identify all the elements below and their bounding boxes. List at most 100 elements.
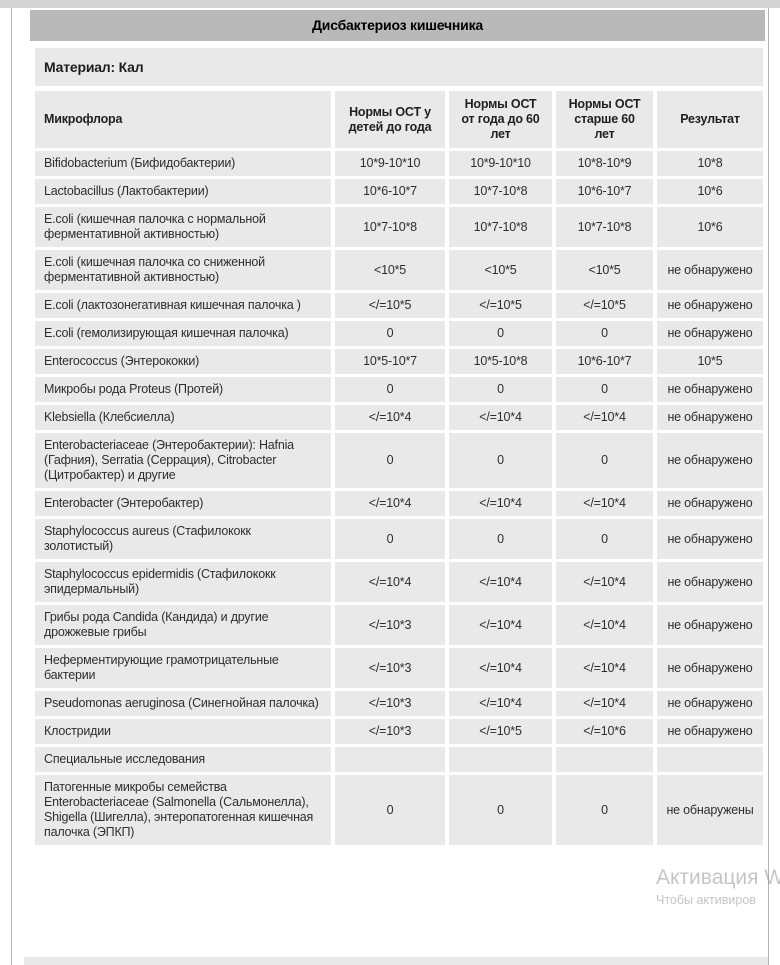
cell-norm-1-to-60: </=10*4 (449, 562, 552, 602)
cell-norm-children-under-1: 0 (335, 377, 445, 402)
cell-result: не обнаружены (657, 775, 763, 845)
cell-result: не обнаружено (657, 719, 763, 744)
cell-result: не обнаружено (657, 321, 763, 346)
cell-result: не обнаружено (657, 691, 763, 716)
material-label: Материал: Кал (35, 48, 763, 86)
table-row: Enterobacter (Энтеробактер) </=10*4 </=10*… (35, 491, 763, 516)
cell-norm-over-60: 0 (556, 321, 653, 346)
table-row: Грибы рода Candida (Кандида) и другие др… (35, 605, 763, 645)
cell-microflora: Специальные исследования (35, 747, 331, 772)
cell-microflora: Enterobacteriaceae (Энтеробактерии): Haf… (35, 433, 331, 488)
cell-norm-over-60: 10*6-10*7 (556, 179, 653, 204)
header-norm-1-to-60: Нормы ОСТ от года до 60 лет (449, 91, 552, 148)
cell-norm-over-60: 10*8-10*9 (556, 151, 653, 176)
cell-microflora: Bifidobacterium (Бифидобактерии) (35, 151, 331, 176)
cell-microflora: Неферментирующие грамотрицательные бакте… (35, 648, 331, 688)
cell-norm-children-under-1: 0 (335, 321, 445, 346)
cell-norm-1-to-60: </=10*4 (449, 605, 552, 645)
header-microflora: Микрофлора (35, 91, 331, 148)
cell-norm-1-to-60: </=10*4 (449, 491, 552, 516)
cell-norm-1-to-60: </=10*5 (449, 719, 552, 744)
cell-norm-children-under-1: </=10*4 (335, 562, 445, 602)
table-row: Enterococcus (Энтерококки) 10*5-10*7 10*5-… (35, 349, 763, 374)
cell-result: не обнаружено (657, 405, 763, 430)
cell-norm-over-60: <10*5 (556, 250, 653, 290)
cell-microflora: E.coli (кишечная палочка с нормальной фе… (35, 207, 331, 247)
cell-norm-children-under-1: </=10*3 (335, 691, 445, 716)
cell-norm-1-to-60: 0 (449, 519, 552, 559)
table-row: Неферментирующие грамотрицательные бакте… (35, 648, 763, 688)
page-top-edge (0, 0, 780, 8)
cell-norm-children-under-1: 0 (335, 519, 445, 559)
cell-norm-1-to-60: </=10*4 (449, 691, 552, 716)
table-row: Klebsiella (Клебсиелла) </=10*4 </=10*4 </=… (35, 405, 763, 430)
table-row: E.coli (гемолизирующая кишечная палочка)… (35, 321, 763, 346)
cell-microflora: Staphylococcus epidermidis (Стафилококк … (35, 562, 331, 602)
table-row: Патогенные микробы семейства Enterobacte… (35, 775, 763, 845)
cell-norm-children-under-1: 10*6-10*7 (335, 179, 445, 204)
cell-norm-1-to-60: </=10*4 (449, 648, 552, 688)
cell-norm-1-to-60: 10*7-10*8 (449, 179, 552, 204)
cell-norm-children-under-1: </=10*4 (335, 405, 445, 430)
table-body: Bifidobacterium (Бифидобактерии) 10*9-10*… (35, 151, 763, 845)
cell-microflora: Staphylococcus aureus (Стафилококк золот… (35, 519, 331, 559)
cell-result: не обнаружено (657, 519, 763, 559)
cell-norm-1-to-60: 0 (449, 321, 552, 346)
cell-norm-children-under-1: </=10*4 (335, 491, 445, 516)
cell-norm-children-under-1: 0 (335, 775, 445, 845)
cell-norm-over-60: 10*6-10*7 (556, 349, 653, 374)
table-row: E.coli (кишечная палочка с нормальной фе… (35, 207, 763, 247)
cell-microflora: Lactobacillus (Лактобактерии) (35, 179, 331, 204)
cell-norm-1-to-60: 0 (449, 775, 552, 845)
cell-norm-1-to-60: <10*5 (449, 250, 552, 290)
cell-microflora: Enterobacter (Энтеробактер) (35, 491, 331, 516)
cell-norm-children-under-1: </=10*3 (335, 648, 445, 688)
cell-norm-children-under-1: <10*5 (335, 250, 445, 290)
cell-result: 10*5 (657, 349, 763, 374)
table-row: E.coli (лактозонегативная кишечная палоч… (35, 293, 763, 318)
table-row: Lactobacillus (Лактобактерии) 10*6-10*7 10… (35, 179, 763, 204)
cell-result: не обнаружено (657, 377, 763, 402)
cell-result: не обнаружено (657, 491, 763, 516)
cell-norm-children-under-1: </=10*3 (335, 605, 445, 645)
cell-norm-over-60: </=10*5 (556, 293, 653, 318)
cell-norm-children-under-1: 0 (335, 433, 445, 488)
cell-norm-over-60: </=10*4 (556, 562, 653, 602)
cell-microflora: Enterococcus (Энтерококки) (35, 349, 331, 374)
cell-norm-1-to-60: </=10*4 (449, 405, 552, 430)
cell-norm-children-under-1: 10*9-10*10 (335, 151, 445, 176)
cell-norm-1-to-60: 10*5-10*8 (449, 349, 552, 374)
cell-microflora: Klebsiella (Клебсиелла) (35, 405, 331, 430)
cell-result: 10*6 (657, 179, 763, 204)
table-header-row: Микрофлора Нормы ОСТ у детей до года Нор… (35, 91, 763, 148)
cell-result: не обнаружено (657, 250, 763, 290)
cell-norm-over-60: 10*7-10*8 (556, 207, 653, 247)
cell-microflora: Клостридии (35, 719, 331, 744)
cell-norm-children-under-1: 10*7-10*8 (335, 207, 445, 247)
table-row: Микробы рода Proteus (Протей) 0 0 0 не обнар… (35, 377, 763, 402)
cell-norm-over-60: </=10*4 (556, 691, 653, 716)
report-title: Дисбактериоз кишечника (30, 10, 765, 41)
header-norm-children-under-1: Нормы ОСТ у детей до года (335, 91, 445, 148)
cell-norm-children-under-1 (335, 747, 445, 772)
table-header: Микрофлора Нормы ОСТ у детей до года Нор… (35, 91, 763, 148)
cell-norm-children-under-1: </=10*5 (335, 293, 445, 318)
cell-norm-over-60: 0 (556, 377, 653, 402)
cell-microflora: E.coli (лактозонегативная кишечная палоч… (35, 293, 331, 318)
cell-norm-over-60 (556, 747, 653, 772)
cell-norm-over-60: </=10*4 (556, 491, 653, 516)
cell-result: не обнаружено (657, 293, 763, 318)
cell-microflora: E.coli (кишечная палочка со сниженной фе… (35, 250, 331, 290)
cell-result (657, 747, 763, 772)
cell-result: 10*8 (657, 151, 763, 176)
header-norm-over-60: Нормы ОСТ старше 60 лет (556, 91, 653, 148)
table-row: Bifidobacterium (Бифидобактерии) 10*9-10*… (35, 151, 763, 176)
cell-norm-1-to-60: 10*9-10*10 (449, 151, 552, 176)
header-result: Результат (657, 91, 763, 148)
cell-result: не обнаружено (657, 433, 763, 488)
cell-norm-over-60: </=10*4 (556, 405, 653, 430)
cell-result: 10*6 (657, 207, 763, 247)
cell-norm-children-under-1: </=10*3 (335, 719, 445, 744)
cell-microflora: Патогенные микробы семейства Enterobacte… (35, 775, 331, 845)
next-page-edge (24, 957, 768, 965)
